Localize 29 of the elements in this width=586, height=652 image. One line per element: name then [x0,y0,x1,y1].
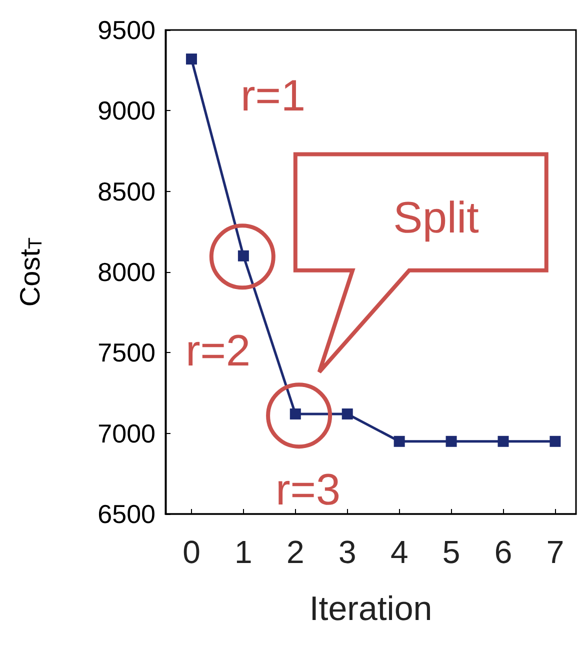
y-tick-label: 8500 [98,176,156,206]
point [186,54,197,65]
y-tick-label: 7500 [98,338,156,368]
y-axis-title: CostT [14,237,46,307]
y-tick-label: 9500 [98,15,156,45]
x-tick-label: 7 [546,534,564,570]
x-tick-label: 6 [494,534,512,570]
y-tick-label: 9000 [98,96,156,126]
point [498,436,509,447]
point [290,408,301,420]
annotation: r=1 [240,72,306,120]
y-tick-label: 7000 [98,418,156,448]
point [238,250,249,262]
x-tick-label: 3 [338,534,356,570]
x-tick-label: 5 [442,534,460,570]
point [342,408,353,420]
annotation: Split [393,194,479,242]
x-tick-label: 4 [390,534,408,570]
x-tick-label: 0 [182,534,200,570]
point [446,436,457,447]
x-axis-title: Iteration [309,590,432,628]
point [394,436,405,447]
annotation: r=3 [276,466,340,514]
x-tick-label: 1 [234,534,252,570]
x-tick-label: 2 [286,534,304,570]
y-tick-label: 6500 [98,499,156,529]
point [550,436,561,447]
y-tick-label: 8000 [98,257,156,287]
annotation: r=2 [186,326,250,376]
